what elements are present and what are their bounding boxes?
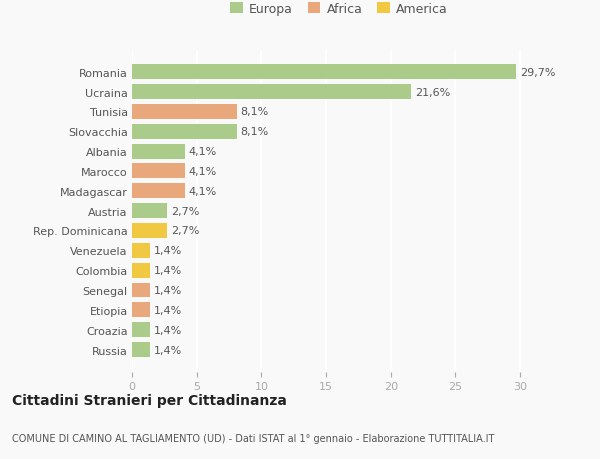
Bar: [132, 124, 237, 140]
Text: 1,4%: 1,4%: [154, 305, 182, 315]
Text: 8,1%: 8,1%: [241, 127, 269, 137]
Text: 1,4%: 1,4%: [154, 266, 182, 275]
Text: Cittadini Stranieri per Cittadinanza: Cittadini Stranieri per Cittadinanza: [12, 393, 287, 407]
Legend: Europa, Africa, America: Europa, Africa, America: [226, 0, 452, 19]
Text: COMUNE DI CAMINO AL TAGLIAMENTO (UD) - Dati ISTAT al 1° gennaio - Elaborazione T: COMUNE DI CAMINO AL TAGLIAMENTO (UD) - D…: [12, 433, 494, 442]
Text: 1,4%: 1,4%: [154, 345, 182, 355]
Text: 1,4%: 1,4%: [154, 325, 182, 335]
Bar: [132, 144, 185, 159]
Text: 4,1%: 4,1%: [189, 147, 217, 157]
Bar: [132, 105, 237, 119]
Bar: [132, 303, 150, 318]
Text: 2,7%: 2,7%: [171, 226, 199, 236]
Text: 21,6%: 21,6%: [415, 87, 451, 97]
Bar: [132, 323, 150, 337]
Bar: [132, 184, 185, 199]
Bar: [132, 85, 412, 100]
Text: 8,1%: 8,1%: [241, 107, 269, 117]
Bar: [132, 243, 150, 258]
Text: 1,4%: 1,4%: [154, 285, 182, 295]
Bar: [132, 342, 150, 357]
Bar: [132, 283, 150, 298]
Text: 4,1%: 4,1%: [189, 167, 217, 177]
Bar: [132, 224, 167, 238]
Bar: [132, 204, 167, 218]
Text: 29,7%: 29,7%: [520, 67, 556, 78]
Bar: [132, 263, 150, 278]
Text: 1,4%: 1,4%: [154, 246, 182, 256]
Text: 2,7%: 2,7%: [171, 206, 199, 216]
Text: 4,1%: 4,1%: [189, 186, 217, 196]
Bar: [132, 65, 516, 80]
Bar: [132, 164, 185, 179]
